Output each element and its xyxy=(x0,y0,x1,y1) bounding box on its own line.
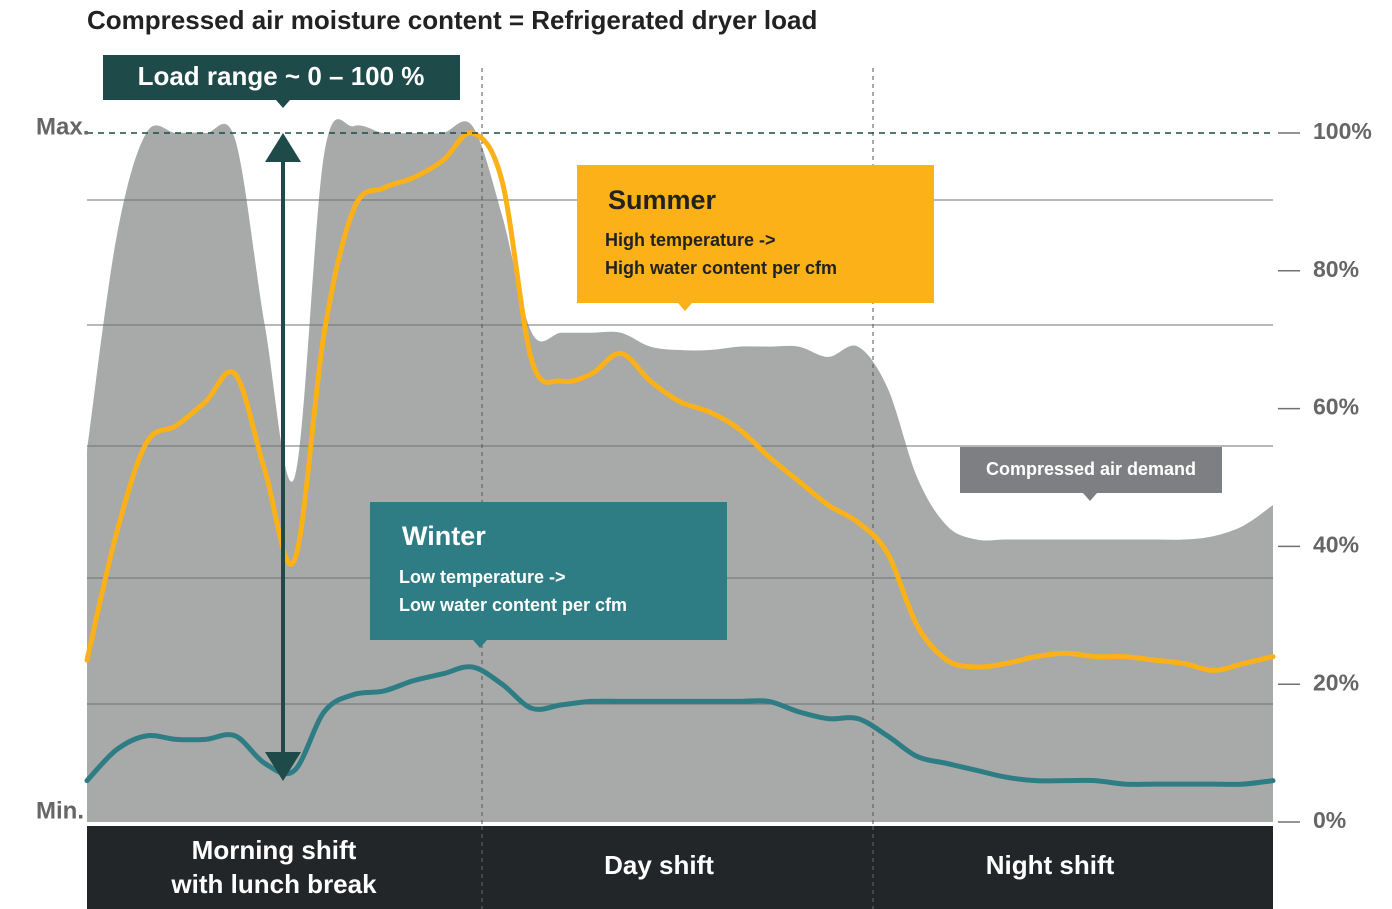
summer-callout xyxy=(577,165,934,303)
callout-text: Low water content per cfm xyxy=(399,595,627,615)
callout-title: Summer xyxy=(608,185,717,215)
shift-label: Morning shift xyxy=(192,835,357,865)
callout-text: High water content per cfm xyxy=(605,258,837,278)
shift-label: Day shift xyxy=(604,850,714,880)
area xyxy=(87,119,1273,822)
shift-label: with lunch break xyxy=(170,869,377,899)
arrow-head xyxy=(265,133,301,162)
winter-callout xyxy=(370,502,727,640)
min-label: Min. xyxy=(36,797,84,824)
chart-title: Compressed air moisture content = Refrig… xyxy=(87,5,817,35)
load-range-label: Load range ~ 0 – 100 % xyxy=(138,61,425,91)
y-tick-label: 80% xyxy=(1313,256,1359,282)
y-tick-label: 0% xyxy=(1313,807,1346,833)
callout-pointer xyxy=(678,303,692,311)
max-label: Max. xyxy=(36,113,89,140)
area-layer xyxy=(87,119,1273,822)
arrow-head xyxy=(265,752,301,781)
y-tick-label: 20% xyxy=(1313,669,1359,695)
load-range-box xyxy=(103,55,460,100)
shift-band xyxy=(87,826,1273,909)
demand-callout xyxy=(960,447,1222,493)
callout-pointer xyxy=(473,640,487,648)
line xyxy=(84,130,1276,673)
callout-text: Compressed air demand xyxy=(986,459,1196,479)
y-tick-label: 60% xyxy=(1313,394,1359,420)
callout-pointer xyxy=(276,100,290,108)
callout-text: Low temperature -> xyxy=(399,567,566,587)
axis-layer: 0% 20% 40% 60% 80% 100% xyxy=(87,118,1372,833)
callout-text: High temperature -> xyxy=(605,230,776,250)
y-tick-label: 40% xyxy=(1313,531,1359,557)
callout-title: Winter xyxy=(402,521,486,551)
shift-label: Night shift xyxy=(986,850,1115,880)
callout-pointer xyxy=(1083,493,1097,501)
y-tick-label: 100% xyxy=(1313,118,1372,144)
